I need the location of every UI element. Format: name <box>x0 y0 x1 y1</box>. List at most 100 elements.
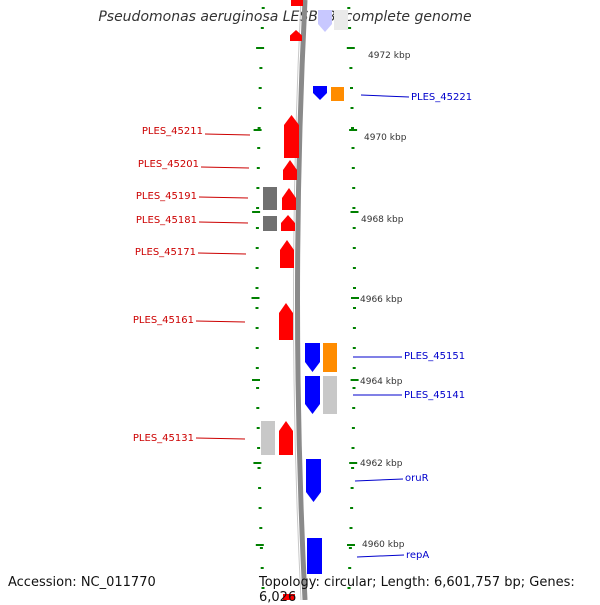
gene-arrow <box>279 303 293 340</box>
gene-box <box>331 87 344 101</box>
tick-mark <box>351 127 354 129</box>
major-tick <box>253 129 262 131</box>
tick-mark <box>256 407 260 409</box>
accession-text: Accession: NC_011770 <box>8 575 156 590</box>
major-tick <box>256 47 265 49</box>
tick-mark <box>256 427 260 429</box>
tick-mark <box>348 547 352 549</box>
tick-mark <box>352 187 356 189</box>
major-tick <box>349 462 358 464</box>
gene-arrow <box>280 240 294 268</box>
gene-label: PLES_45151 <box>404 351 465 362</box>
major-tick <box>350 379 359 381</box>
gene-label: PLES_45201 <box>138 159 199 170</box>
tick-mark <box>347 587 351 589</box>
label-connector <box>197 252 247 255</box>
gene-arrow <box>279 421 293 455</box>
tick-mark <box>351 467 355 469</box>
gene-arrow <box>283 594 295 600</box>
tick-mark <box>258 87 262 89</box>
kbp-label: 4962 kbp <box>360 459 403 469</box>
gene-label: oruR <box>405 473 429 484</box>
kbp-label: 4968 kbp <box>361 215 404 225</box>
gene-arrow <box>306 459 321 502</box>
kbp-label: 4970 kbp <box>364 133 407 143</box>
major-tick <box>252 379 260 381</box>
tick-mark <box>258 507 262 509</box>
label-connector <box>195 437 246 440</box>
gene-arrow <box>291 0 303 6</box>
tick-mark <box>258 107 262 109</box>
label-connector <box>360 94 410 98</box>
major-tick <box>346 47 355 49</box>
tick-mark <box>350 507 354 509</box>
gene-box <box>263 187 277 210</box>
kbp-label: 4966 kbp <box>360 295 403 305</box>
tick-mark <box>256 207 260 209</box>
label-connector <box>195 320 246 323</box>
map-title: Pseudomonas aeruginosa LESB58, complete … <box>98 9 472 25</box>
gene-arrow <box>305 376 320 414</box>
tick-mark <box>352 387 356 389</box>
gene-arrow <box>282 188 296 210</box>
tick-mark <box>352 247 356 249</box>
gene-arrow <box>283 160 297 180</box>
tick-mark <box>352 207 356 209</box>
tick-mark <box>353 307 356 309</box>
tick-mark <box>259 547 263 549</box>
gene-arrow <box>313 86 327 100</box>
major-tick <box>255 544 264 546</box>
major-tick <box>252 211 261 213</box>
tick-mark <box>256 167 260 169</box>
tick-mark <box>255 227 259 229</box>
gene-box <box>334 10 348 30</box>
tick-mark <box>351 447 355 449</box>
gene-label: PLES_45171 <box>135 247 196 258</box>
gene-label: PLES_45131 <box>133 433 194 444</box>
gene-arrow <box>307 538 322 574</box>
tick-mark <box>348 567 352 569</box>
tick-mark <box>255 367 259 369</box>
gene-label: PLES_45141 <box>404 390 465 401</box>
tick-mark <box>257 147 261 149</box>
genome-backbone <box>295 0 308 600</box>
tick-mark <box>353 287 356 289</box>
gene-arrow <box>318 10 332 32</box>
kbp-label: 4964 kbp <box>360 377 403 387</box>
tick-mark <box>257 127 261 129</box>
label-connector <box>198 196 249 199</box>
gene-box <box>323 343 337 372</box>
tick-mark <box>261 587 265 589</box>
label-connector <box>200 166 250 169</box>
tick-mark <box>261 7 265 9</box>
tick-mark <box>352 327 356 329</box>
gene-label: PLES_45161 <box>133 315 194 326</box>
kbp-label: 4960 kbp <box>362 540 405 550</box>
tick-mark <box>347 7 351 9</box>
tick-mark <box>352 407 356 409</box>
tick-mark <box>259 67 263 69</box>
tick-mark <box>256 387 260 389</box>
tick-mark <box>352 227 356 229</box>
tick-mark <box>255 287 259 289</box>
tick-mark <box>352 367 356 369</box>
tick-mark <box>257 447 261 449</box>
major-tick <box>351 297 359 299</box>
gene-arrow <box>305 343 320 372</box>
gene-arrow <box>281 215 295 231</box>
tick-mark <box>349 67 353 69</box>
label-connector <box>356 554 405 558</box>
gene-label: PLES_45181 <box>136 215 197 226</box>
tick-mark <box>255 307 259 309</box>
tick-mark <box>255 267 259 269</box>
tick-mark <box>255 347 259 349</box>
tick-mark <box>256 187 260 189</box>
major-tick <box>350 211 359 213</box>
gene-label: PLES_45211 <box>142 126 203 137</box>
gene-box <box>323 376 337 414</box>
gene-label: PLES_45221 <box>411 92 472 103</box>
tick-mark <box>350 487 354 489</box>
topology-text: Topology: circular; Length: 6,601,757 bp… <box>259 575 575 605</box>
gene-arrow <box>290 30 302 41</box>
tick-mark <box>350 107 354 109</box>
